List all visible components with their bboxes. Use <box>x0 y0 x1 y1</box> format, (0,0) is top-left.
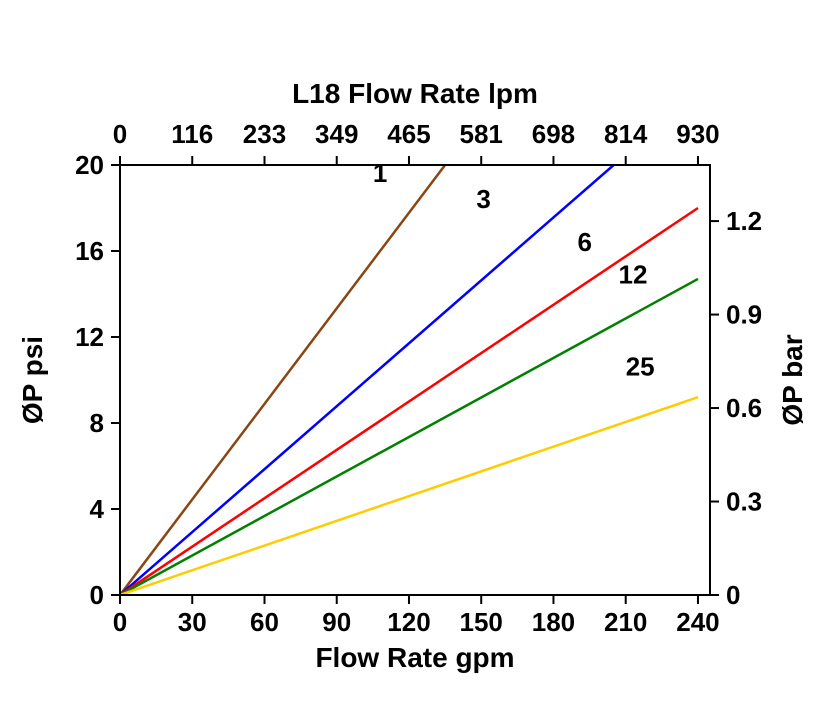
y-right-tick: 0 <box>726 580 740 610</box>
y-left-tick: 0 <box>90 580 104 610</box>
y-right-tick: 0.9 <box>726 300 762 330</box>
x-top-tick: 930 <box>676 119 719 149</box>
x-bottom-tick: 240 <box>676 607 719 637</box>
x-top-tick: 814 <box>604 119 648 149</box>
x-bottom-tick: 90 <box>322 607 351 637</box>
chart-svg: 0306090120150180210240011623334946558169… <box>0 0 836 702</box>
x-bottom-tick: 150 <box>460 607 503 637</box>
y-left-tick: 20 <box>75 150 104 180</box>
x-top-title: L18 Flow Rate lpm <box>292 78 538 109</box>
x-top-tick: 465 <box>387 119 430 149</box>
x-bottom-tick: 60 <box>250 607 279 637</box>
x-top-tick: 233 <box>243 119 286 149</box>
x-bottom-tick: 210 <box>604 607 647 637</box>
y-right-tick: 0.6 <box>726 393 762 423</box>
flow-pressure-chart: 0306090120150180210240011623334946558169… <box>0 0 836 702</box>
y-left-tick: 16 <box>75 236 104 266</box>
x-top-tick: 698 <box>532 119 575 149</box>
y-left-tick: 4 <box>90 494 105 524</box>
series-label-6: 6 <box>578 227 592 257</box>
x-top-tick: 0 <box>113 119 127 149</box>
y-right-tick: 1.2 <box>726 206 762 236</box>
series-label-1: 1 <box>373 158 387 188</box>
series-label-12: 12 <box>618 259 647 289</box>
x-top-tick: 116 <box>171 119 213 149</box>
x-bottom-tick: 120 <box>387 607 430 637</box>
series-label-25: 25 <box>626 352 655 382</box>
x-bottom-tick: 180 <box>532 607 575 637</box>
x-top-tick: 349 <box>315 119 358 149</box>
y-right-title: ØP bar <box>777 334 808 425</box>
x-top-tick: 581 <box>460 119 503 149</box>
x-bottom-tick: 30 <box>178 607 207 637</box>
y-right-tick: 0.3 <box>726 487 762 517</box>
x-bottom-tick: 0 <box>113 607 127 637</box>
series-label-3: 3 <box>476 184 490 214</box>
y-left-title: ØP psi <box>17 336 48 424</box>
y-left-tick: 12 <box>75 322 104 352</box>
y-left-tick: 8 <box>90 408 104 438</box>
x-bottom-title: Flow Rate gpm <box>315 642 514 673</box>
